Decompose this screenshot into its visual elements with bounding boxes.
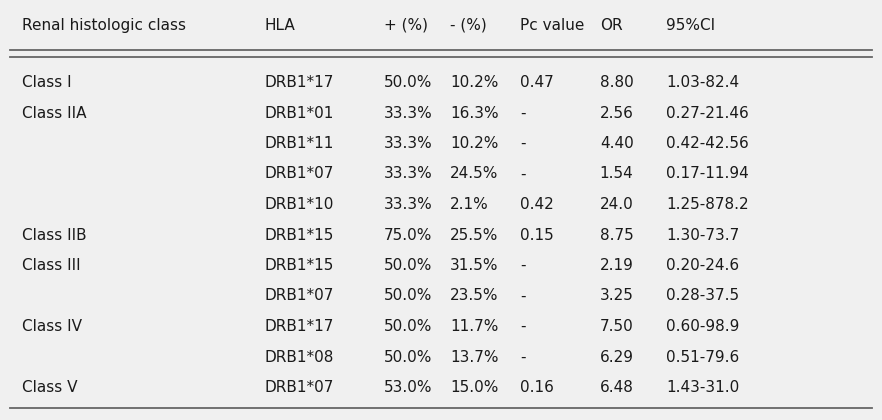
Text: 53.0%: 53.0% (384, 380, 432, 395)
Text: 3.25: 3.25 (600, 289, 633, 304)
Text: 0.42: 0.42 (520, 197, 554, 212)
Text: 6.29: 6.29 (600, 349, 634, 365)
Text: 33.3%: 33.3% (384, 105, 432, 121)
Text: 10.2%: 10.2% (450, 136, 498, 151)
Text: DRB1*08: DRB1*08 (265, 349, 334, 365)
Text: 7.50: 7.50 (600, 319, 633, 334)
Text: DRB1*15: DRB1*15 (265, 228, 334, 242)
Text: 75.0%: 75.0% (384, 228, 432, 242)
Text: 8.80: 8.80 (600, 75, 633, 90)
Text: 33.3%: 33.3% (384, 197, 432, 212)
Text: Pc value: Pc value (520, 18, 585, 33)
Text: -: - (520, 258, 526, 273)
Text: 23.5%: 23.5% (450, 289, 498, 304)
Text: 50.0%: 50.0% (384, 75, 432, 90)
Text: 95%CI: 95%CI (666, 18, 715, 33)
Text: -: - (520, 136, 526, 151)
Text: OR: OR (600, 18, 623, 33)
Text: HLA: HLA (265, 18, 295, 33)
Text: DRB1*15: DRB1*15 (265, 258, 334, 273)
Text: 8.75: 8.75 (600, 228, 633, 242)
Text: -: - (520, 349, 526, 365)
Text: 6.48: 6.48 (600, 380, 633, 395)
Text: 0.47: 0.47 (520, 75, 554, 90)
Text: -: - (520, 166, 526, 181)
Text: 33.3%: 33.3% (384, 136, 432, 151)
Text: 11.7%: 11.7% (450, 319, 498, 334)
Text: 50.0%: 50.0% (384, 258, 432, 273)
Text: Class V: Class V (22, 380, 78, 395)
Text: - (%): - (%) (450, 18, 487, 33)
Text: DRB1*01: DRB1*01 (265, 105, 334, 121)
Text: 50.0%: 50.0% (384, 289, 432, 304)
Text: 31.5%: 31.5% (450, 258, 498, 273)
Text: 25.5%: 25.5% (450, 228, 498, 242)
Text: 0.51-79.6: 0.51-79.6 (666, 349, 739, 365)
Text: DRB1*07: DRB1*07 (265, 289, 334, 304)
Text: 24.0: 24.0 (600, 197, 633, 212)
Text: 2.1%: 2.1% (450, 197, 489, 212)
Text: -: - (520, 289, 526, 304)
Text: 16.3%: 16.3% (450, 105, 498, 121)
Text: 4.40: 4.40 (600, 136, 633, 151)
Text: DRB1*07: DRB1*07 (265, 166, 334, 181)
Text: 1.25-878.2: 1.25-878.2 (666, 197, 749, 212)
Text: Class IIA: Class IIA (22, 105, 86, 121)
Text: 1.43-31.0: 1.43-31.0 (666, 380, 739, 395)
Text: 24.5%: 24.5% (450, 166, 498, 181)
Text: 33.3%: 33.3% (384, 166, 432, 181)
Text: 0.28-37.5: 0.28-37.5 (666, 289, 739, 304)
Text: 1.54: 1.54 (600, 166, 633, 181)
Text: + (%): + (%) (384, 18, 428, 33)
Text: 50.0%: 50.0% (384, 319, 432, 334)
Text: Renal histologic class: Renal histologic class (22, 18, 186, 33)
Text: 0.17-11.94: 0.17-11.94 (666, 166, 749, 181)
Text: DRB1*10: DRB1*10 (265, 197, 334, 212)
Text: 2.56: 2.56 (600, 105, 633, 121)
Text: Class IV: Class IV (22, 319, 82, 334)
Text: DRB1*17: DRB1*17 (265, 319, 334, 334)
Text: 1.03-82.4: 1.03-82.4 (666, 75, 739, 90)
Text: 0.42-42.56: 0.42-42.56 (666, 136, 749, 151)
Text: 0.15: 0.15 (520, 228, 554, 242)
Text: 13.7%: 13.7% (450, 349, 498, 365)
Text: 10.2%: 10.2% (450, 75, 498, 90)
Text: DRB1*17: DRB1*17 (265, 75, 334, 90)
Text: -: - (520, 105, 526, 121)
Text: Class III: Class III (22, 258, 80, 273)
Text: 1.30-73.7: 1.30-73.7 (666, 228, 739, 242)
Text: 0.60-98.9: 0.60-98.9 (666, 319, 739, 334)
Text: 2.19: 2.19 (600, 258, 633, 273)
Text: Class IIB: Class IIB (22, 228, 86, 242)
Text: Class I: Class I (22, 75, 71, 90)
Text: DRB1*07: DRB1*07 (265, 380, 334, 395)
Text: 15.0%: 15.0% (450, 380, 498, 395)
Text: 0.20-24.6: 0.20-24.6 (666, 258, 739, 273)
Text: 0.16: 0.16 (520, 380, 554, 395)
Text: 0.27-21.46: 0.27-21.46 (666, 105, 749, 121)
Text: 50.0%: 50.0% (384, 349, 432, 365)
Text: -: - (520, 319, 526, 334)
Text: DRB1*11: DRB1*11 (265, 136, 334, 151)
